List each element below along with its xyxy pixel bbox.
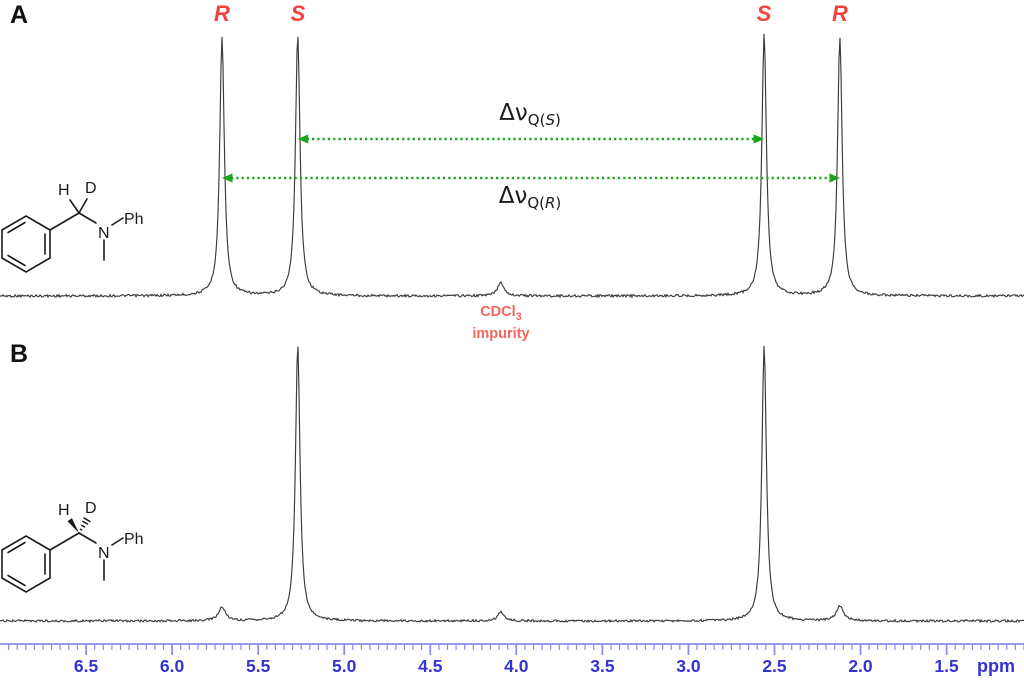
- axis-unit-label: ppm: [977, 656, 1015, 676]
- delta-nu-Q-R-label: ΔνQ(R): [498, 183, 562, 212]
- spectrum-b-trace: [0, 346, 1024, 624]
- peak-assignment-label-R: R: [214, 1, 230, 26]
- delta-nu-Q-R-arrowhead-right: [829, 173, 840, 183]
- peak-assignment-label-R: R: [832, 1, 848, 26]
- panel-b-label: B: [10, 340, 29, 368]
- axis-tick-label: 5.0: [332, 656, 357, 676]
- n-atom-label: N: [98, 545, 110, 562]
- axis-tick-label: 4.0: [504, 656, 529, 676]
- axis-tick-label: 1.5: [934, 656, 959, 676]
- spectrum-b-plot: [0, 346, 1024, 624]
- d-atom-label: D: [85, 500, 97, 517]
- d-atom-label: D: [85, 180, 97, 197]
- delta-nu-Q-S-label: ΔνQ(S): [499, 100, 561, 129]
- delta-nu-Q-S-arrowhead-left: [297, 134, 309, 144]
- axis-tick-label: 5.5: [246, 656, 271, 676]
- axis-tick-label: 3.5: [590, 656, 615, 676]
- delta-nu-main: Δν: [499, 100, 528, 126]
- molecule-structure-racemic: H D N Ph: [1, 180, 144, 273]
- panel-a-label: A: [10, 1, 29, 29]
- delta-nu-main: Δν: [498, 183, 528, 209]
- peak-assignment-label-S: S: [756, 1, 772, 26]
- benzene-ring: [1, 535, 51, 593]
- axis-tick-label: 2.5: [762, 656, 787, 676]
- h-atom-label: H: [58, 502, 70, 519]
- ph-group-label: Ph: [124, 531, 144, 548]
- delta-nu-Q-S-arrowhead-right: [753, 134, 765, 144]
- benzene-ring: [1, 215, 51, 273]
- axis-tick-label: 6.0: [160, 656, 185, 676]
- axis-tick-label: 4.5: [418, 656, 443, 676]
- wedge-bond-h: [67, 518, 79, 533]
- h-atom-label: H: [58, 182, 70, 199]
- peak-assignment-label-S: S: [290, 1, 306, 26]
- hash-bond-d: [79, 516, 91, 531]
- axis-tick-label: 3.0: [676, 656, 701, 676]
- delta-nu-Q-R-arrowhead-left: [222, 173, 233, 183]
- axis-tick-label: 6.5: [74, 656, 99, 676]
- ppm-axis: 6.5 6.0 5.5 5.0 4.5 4.0 3.5 3.0 2.5 2.0 1.5 ppm: [0, 643, 1024, 676]
- spectrum-a-trace: [0, 33, 1024, 299]
- n-atom-label: N: [98, 225, 110, 242]
- molecule-structure-enantiopure: H D N Ph: [1, 500, 144, 593]
- ph-group-label: Ph: [124, 211, 144, 228]
- spectrum-a-plot: [0, 33, 1024, 299]
- bond-skeleton: [1, 198, 124, 273]
- axis-tick-label: 2.0: [848, 656, 873, 676]
- cdcl3-impurity-label: CDCl3 impurity: [472, 304, 530, 342]
- bond-skeleton: [1, 532, 124, 593]
